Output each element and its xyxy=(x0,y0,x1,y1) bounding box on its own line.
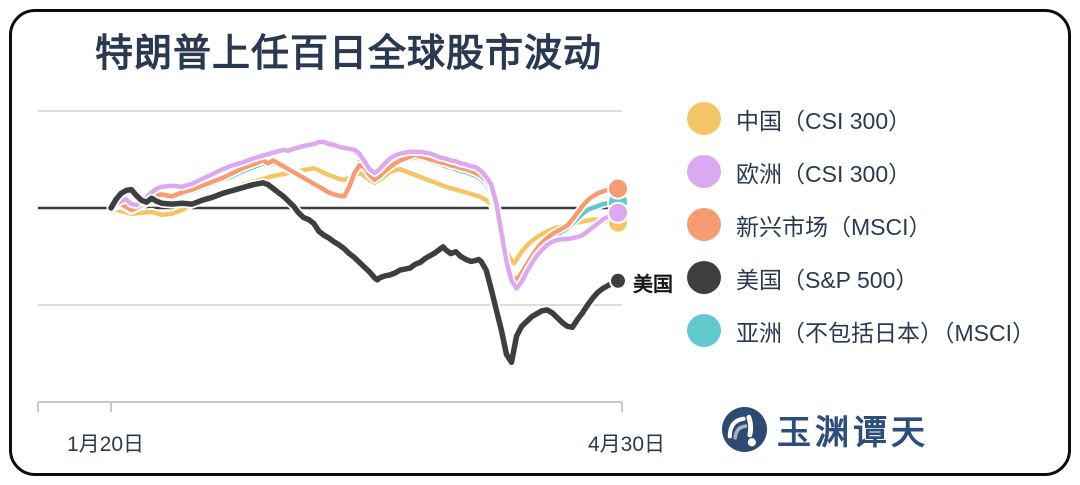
legend-swatch-us xyxy=(687,261,721,294)
legend-swatch-asia-ex-japan xyxy=(687,314,721,347)
us-endpoint-label: 美国 xyxy=(633,274,673,296)
legend-label-china: 中国（CSI 300） xyxy=(736,107,912,134)
brand-logo-icon xyxy=(721,406,768,453)
x-axis-label-end: 4月30日 xyxy=(588,433,666,456)
legend-item-europe: 欧洲（CSI 300） xyxy=(687,145,1035,198)
legend-item-china: 中国（CSI 300） xyxy=(687,92,1035,145)
legend-label-asia-ex-japan: 亚洲（不包括日本）（MSCI） xyxy=(736,319,1035,346)
legend-label-emerging-markets: 新兴市场（MSCI） xyxy=(736,213,932,240)
brand-logo-text: 玉渊谭天 xyxy=(777,413,929,453)
x-axis-label-start: 1月20日 xyxy=(67,433,145,456)
legend-label-us: 美国（S&P 500） xyxy=(736,266,919,293)
brand-logo: 玉渊谭天 xyxy=(721,405,929,454)
page-title: 特朗普上任百日全球股市波动 xyxy=(95,33,603,75)
legend-swatch-china xyxy=(687,102,721,135)
legend-label-europe: 欧洲（CSI 300） xyxy=(736,160,912,187)
legend: 中国（CSI 300） 欧洲（CSI 300） 新兴市场（MSCI） 美国（S&… xyxy=(687,92,1035,357)
legend-swatch-emerging-markets xyxy=(687,208,721,241)
legend-item-emerging-markets: 新兴市场（MSCI） xyxy=(687,198,1035,251)
legend-item-asia-ex-japan: 亚洲（不包括日本）（MSCI） xyxy=(687,304,1035,357)
legend-item-us: 美国（S&P 500） xyxy=(687,251,1035,304)
legend-swatch-europe xyxy=(687,155,721,188)
